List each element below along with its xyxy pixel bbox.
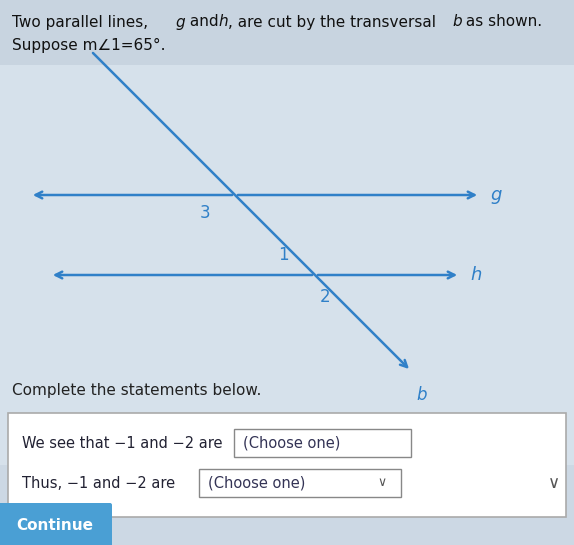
Text: h: h bbox=[218, 15, 228, 29]
Text: Two parallel lines,: Two parallel lines, bbox=[12, 15, 153, 29]
Text: and: and bbox=[185, 15, 223, 29]
FancyBboxPatch shape bbox=[0, 503, 112, 545]
Text: ∨: ∨ bbox=[548, 474, 560, 492]
Text: Thus, −1 and −2 are: Thus, −1 and −2 are bbox=[22, 475, 180, 490]
Text: (Choose one): (Choose one) bbox=[208, 475, 305, 490]
Text: , are cut by the transversal: , are cut by the transversal bbox=[228, 15, 441, 29]
Text: ∨: ∨ bbox=[378, 476, 386, 489]
Text: b: b bbox=[416, 386, 426, 404]
Text: 1: 1 bbox=[278, 246, 288, 264]
Text: 2: 2 bbox=[320, 288, 330, 306]
Bar bbox=[0, 0, 574, 65]
Text: 3: 3 bbox=[200, 204, 210, 222]
Text: (Choose one): (Choose one) bbox=[243, 435, 340, 451]
Text: g: g bbox=[490, 186, 501, 204]
FancyBboxPatch shape bbox=[234, 429, 411, 457]
Text: Complete the statements below.: Complete the statements below. bbox=[12, 383, 261, 397]
Text: g: g bbox=[175, 15, 185, 29]
Text: Continue: Continue bbox=[17, 518, 94, 532]
FancyBboxPatch shape bbox=[199, 469, 401, 497]
FancyBboxPatch shape bbox=[8, 413, 566, 517]
Text: We see that −1 and −2 are: We see that −1 and −2 are bbox=[22, 435, 227, 451]
Bar bbox=[0, 0, 574, 465]
Text: as shown.: as shown. bbox=[461, 15, 542, 29]
Text: Suppose m∠1=65°.: Suppose m∠1=65°. bbox=[12, 38, 165, 52]
Text: h: h bbox=[470, 266, 482, 284]
Text: b: b bbox=[452, 15, 461, 29]
